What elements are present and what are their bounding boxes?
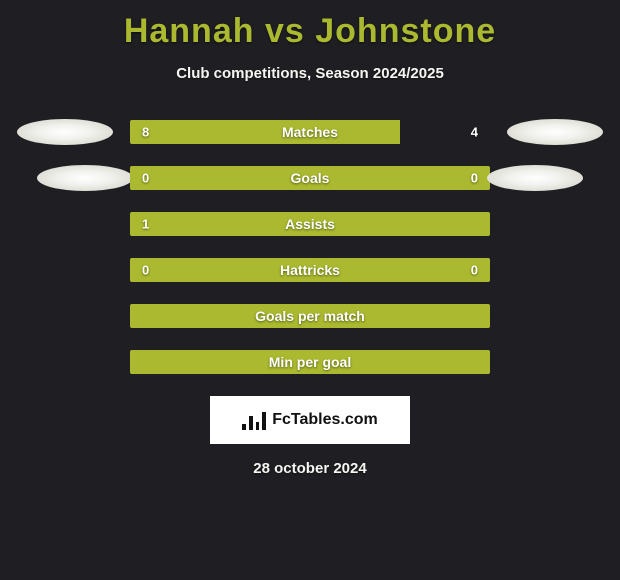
stat-bar: Min per goal [130, 350, 490, 374]
title-vs: vs [265, 12, 305, 50]
stat-bar: Hattricks 0 0 [130, 258, 490, 282]
stat-label: Goals per match [255, 308, 365, 324]
stat-value-left: 0 [142, 263, 149, 278]
stat-row: Goals 0 0 [0, 166, 620, 190]
stat-label: Goals [291, 170, 330, 186]
footer-brand-text: FcTables.com [272, 411, 378, 429]
stat-value-right: 0 [471, 171, 478, 186]
subtitle: Club competitions, Season 2024/2025 [0, 65, 620, 82]
stat-value-left: 1 [142, 217, 149, 232]
player-avatar [37, 165, 133, 191]
avatar-slot-left [0, 119, 130, 145]
stat-bar: Goals 0 0 [130, 166, 490, 190]
avatar-slot-left [0, 165, 130, 191]
stat-label: Assists [285, 216, 335, 232]
stat-row: Min per goal [0, 350, 620, 374]
stat-row: Matches 8 4 [0, 120, 620, 144]
stat-value-left: 8 [142, 125, 149, 140]
stat-bar: Goals per match [130, 304, 490, 328]
stat-value-right: 4 [471, 125, 478, 140]
avatar-slot-right [490, 165, 620, 191]
stat-value-left: 0 [142, 171, 149, 186]
player-avatar [507, 119, 603, 145]
stat-row: Assists 1 [0, 212, 620, 236]
page-title: Hannah vs Johnstone [0, 0, 620, 51]
stats-container: Matches84Goals00Assists1Hattricks00Goals… [0, 120, 620, 374]
player-avatar [17, 119, 113, 145]
title-player-a: Hannah [124, 12, 255, 50]
stat-bar: Matches 8 4 [130, 120, 490, 144]
title-player-b: Johnstone [315, 12, 496, 50]
stat-label: Min per goal [269, 354, 351, 370]
stat-label: Hattricks [280, 262, 340, 278]
player-avatar [487, 165, 583, 191]
stat-bar: Assists 1 [130, 212, 490, 236]
stat-row: Hattricks 0 0 [0, 258, 620, 282]
footer-date: 28 october 2024 [0, 460, 620, 477]
barchart-icon [242, 410, 266, 430]
stat-row: Goals per match [0, 304, 620, 328]
footer-brand-badge: FcTables.com [210, 396, 410, 444]
avatar-slot-right [490, 119, 620, 145]
stat-value-right: 0 [471, 263, 478, 278]
stat-label: Matches [282, 124, 338, 140]
